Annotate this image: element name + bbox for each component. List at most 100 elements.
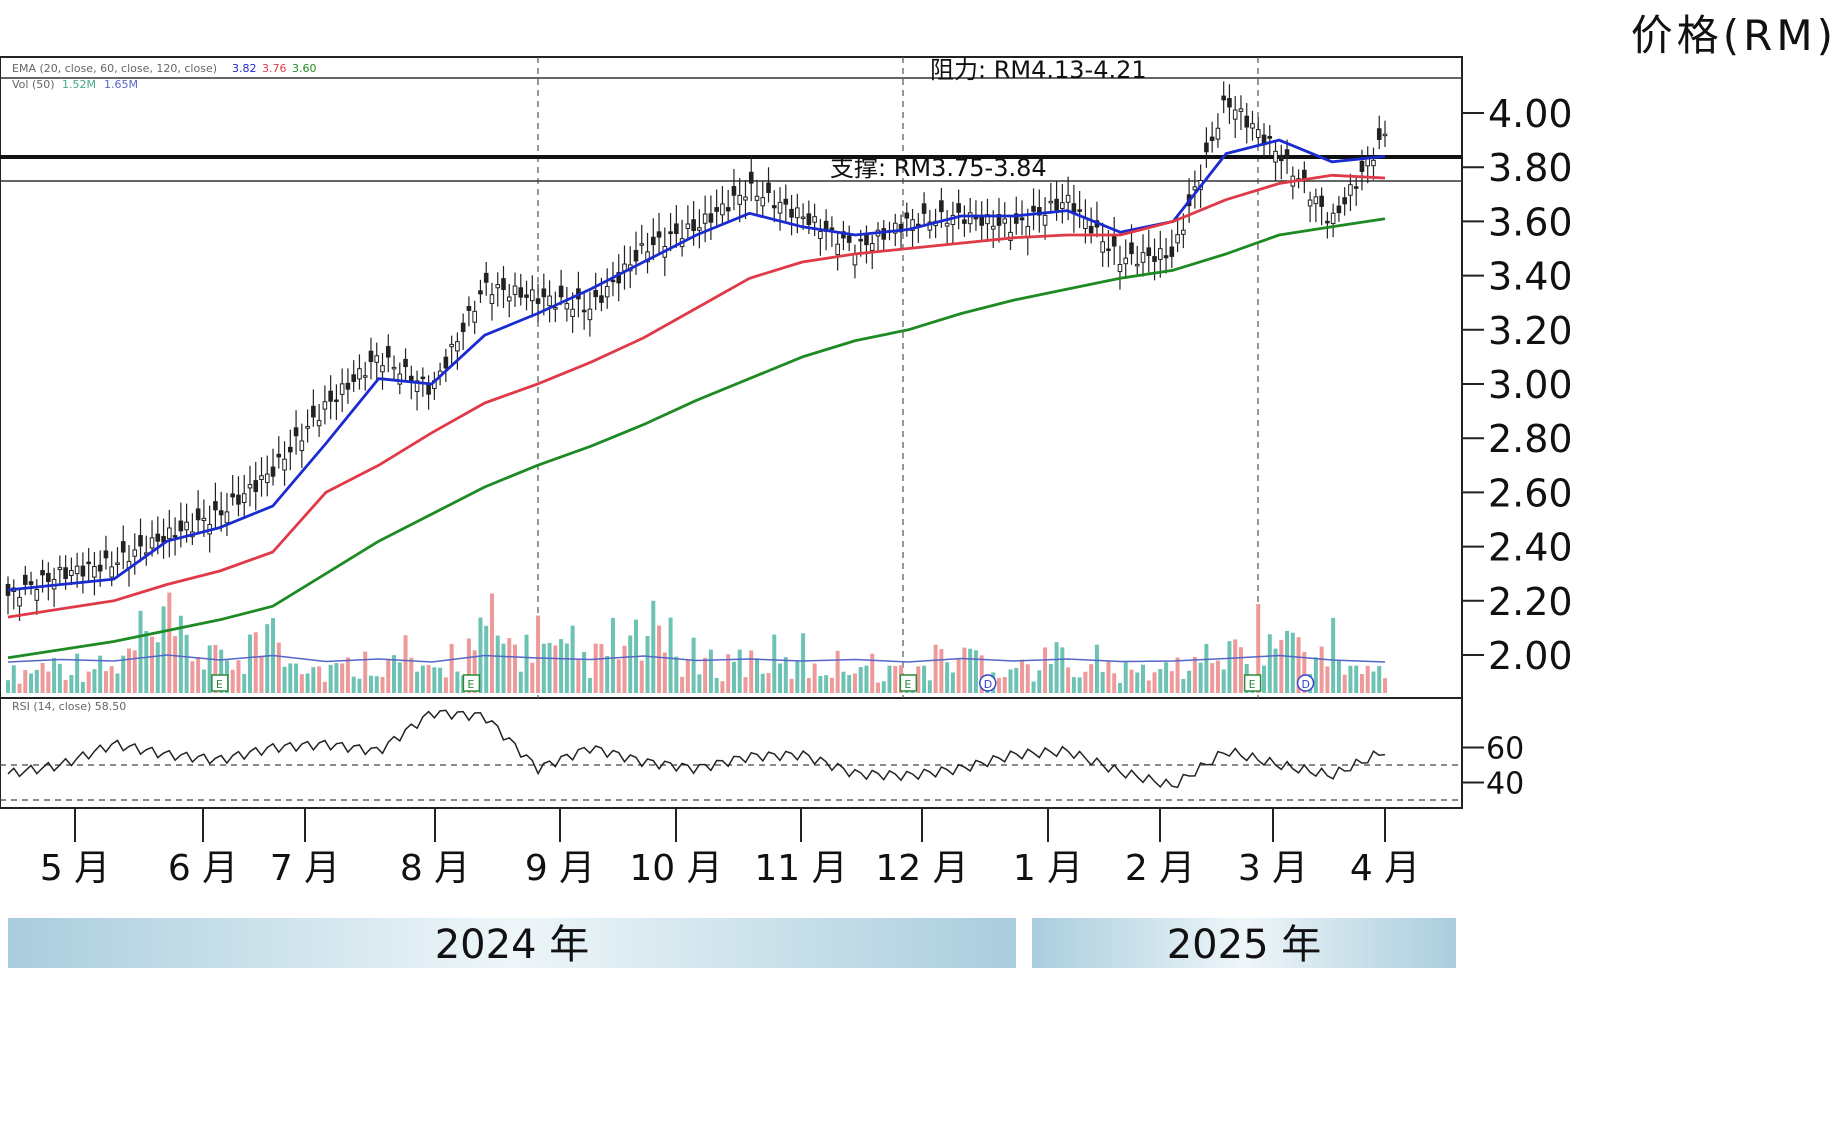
candle-body — [74, 565, 80, 575]
volume-bar — [824, 675, 829, 693]
candle-body — [944, 222, 950, 227]
candle-body — [1100, 241, 1105, 253]
candle-body — [1192, 186, 1198, 191]
volume-bar — [887, 665, 892, 693]
volume-bar — [524, 634, 529, 693]
volume-bar — [553, 645, 558, 693]
volume-bar — [305, 673, 310, 693]
candle-body — [195, 508, 201, 521]
resistance-label: 阻力: RM4.13-4.21 — [930, 56, 1147, 84]
candle-body — [1146, 247, 1152, 257]
candle-body — [328, 390, 333, 402]
volume-bar — [46, 671, 51, 693]
volume-bar — [63, 679, 68, 693]
ema-legend: EMA (20, close, 60, close, 120, close) — [12, 62, 217, 75]
candle-body — [990, 225, 996, 230]
volume-bar — [317, 666, 322, 693]
volume-bar — [242, 673, 247, 693]
candle-body — [1348, 184, 1353, 196]
volume-bar — [680, 676, 685, 693]
volume-bar — [616, 659, 621, 693]
vol-value-2: 1.65M — [104, 78, 138, 91]
candle-body — [1359, 160, 1365, 172]
candle-body — [115, 562, 120, 565]
y-tick-label-9: 2.20 — [1488, 580, 1573, 624]
candle-body — [213, 501, 218, 511]
volume-bar — [610, 617, 615, 693]
volume-bar — [52, 657, 57, 693]
volume-bar — [167, 592, 172, 693]
volume-bar — [622, 645, 627, 693]
candle-body — [282, 458, 287, 471]
y-tick-label-3: 3.40 — [1488, 255, 1573, 299]
candle-body — [288, 446, 293, 453]
volume-bar — [121, 655, 126, 693]
candle-body — [80, 565, 86, 577]
event-marker-glyph: D — [1302, 678, 1310, 691]
volume-bar — [69, 675, 74, 693]
event-marker-dividend — [1296, 674, 1315, 692]
y-tick-label-0: 4.00 — [1488, 92, 1573, 136]
candle-body — [610, 279, 616, 283]
candle-body — [1065, 194, 1071, 203]
candle-body — [1002, 218, 1008, 224]
candle-body — [1319, 195, 1324, 207]
month-label-2: 7 月 — [270, 848, 340, 889]
volume-bar — [1117, 682, 1122, 693]
volume-bar — [789, 678, 794, 693]
volume-bar — [1238, 647, 1243, 693]
rsi-tick-label-1: 40 — [1486, 767, 1524, 802]
candle-body — [1342, 197, 1347, 205]
y-tick-label-1: 3.80 — [1488, 146, 1573, 190]
event-marker-glyph: D — [984, 678, 992, 691]
candle-body — [1060, 202, 1065, 209]
volume-bar — [945, 662, 950, 693]
volume-bar — [962, 647, 967, 693]
candle-body — [224, 511, 230, 524]
volume-bar — [714, 677, 719, 693]
volume-bar — [996, 677, 1001, 693]
candle-body — [818, 230, 823, 239]
candle-body — [1111, 235, 1117, 247]
volume-bar — [668, 617, 673, 693]
volume-bar — [1279, 639, 1284, 693]
candle-body — [1204, 142, 1209, 153]
candle-body — [748, 171, 754, 184]
volume-bar — [754, 658, 759, 693]
candle-body — [63, 567, 68, 579]
volume-bar — [927, 680, 932, 693]
volume-bar — [847, 675, 852, 693]
y-tick-label-4: 3.20 — [1488, 309, 1573, 353]
volume-bar — [501, 643, 506, 693]
candle-body — [639, 243, 645, 246]
candle-body — [674, 223, 679, 234]
event-marker-earnings — [899, 674, 918, 692]
ema-line-2 — [7, 173, 1386, 619]
candle-body — [1048, 200, 1054, 204]
volume-bar — [806, 678, 811, 693]
candle-body — [858, 238, 864, 242]
volume-bar — [219, 649, 224, 693]
volume-bar — [386, 658, 391, 693]
candle-body — [322, 401, 328, 410]
month-label-4: 9 月 — [525, 848, 595, 889]
volume-bar — [57, 663, 62, 693]
volume-ma-line — [7, 654, 1386, 663]
candle-body — [1307, 199, 1313, 207]
event-marker-glyph: E — [904, 678, 911, 691]
volume-bar — [881, 681, 886, 693]
year-label-2024: 2024 年 — [435, 922, 590, 968]
volume-bar — [1158, 669, 1163, 693]
candle-body — [892, 222, 898, 234]
candle-body — [541, 288, 547, 298]
volume-bar — [184, 634, 189, 693]
volume-bar — [1146, 680, 1151, 693]
volume-bar — [576, 659, 581, 693]
ema-line-3 — [7, 217, 1386, 660]
candle-body — [501, 278, 506, 290]
candle-body — [864, 233, 869, 246]
volume-bar — [40, 663, 45, 693]
candle-body — [956, 203, 961, 213]
year-label-2025: 2025 年 — [1167, 922, 1322, 968]
year-band-2024 — [8, 918, 1016, 968]
